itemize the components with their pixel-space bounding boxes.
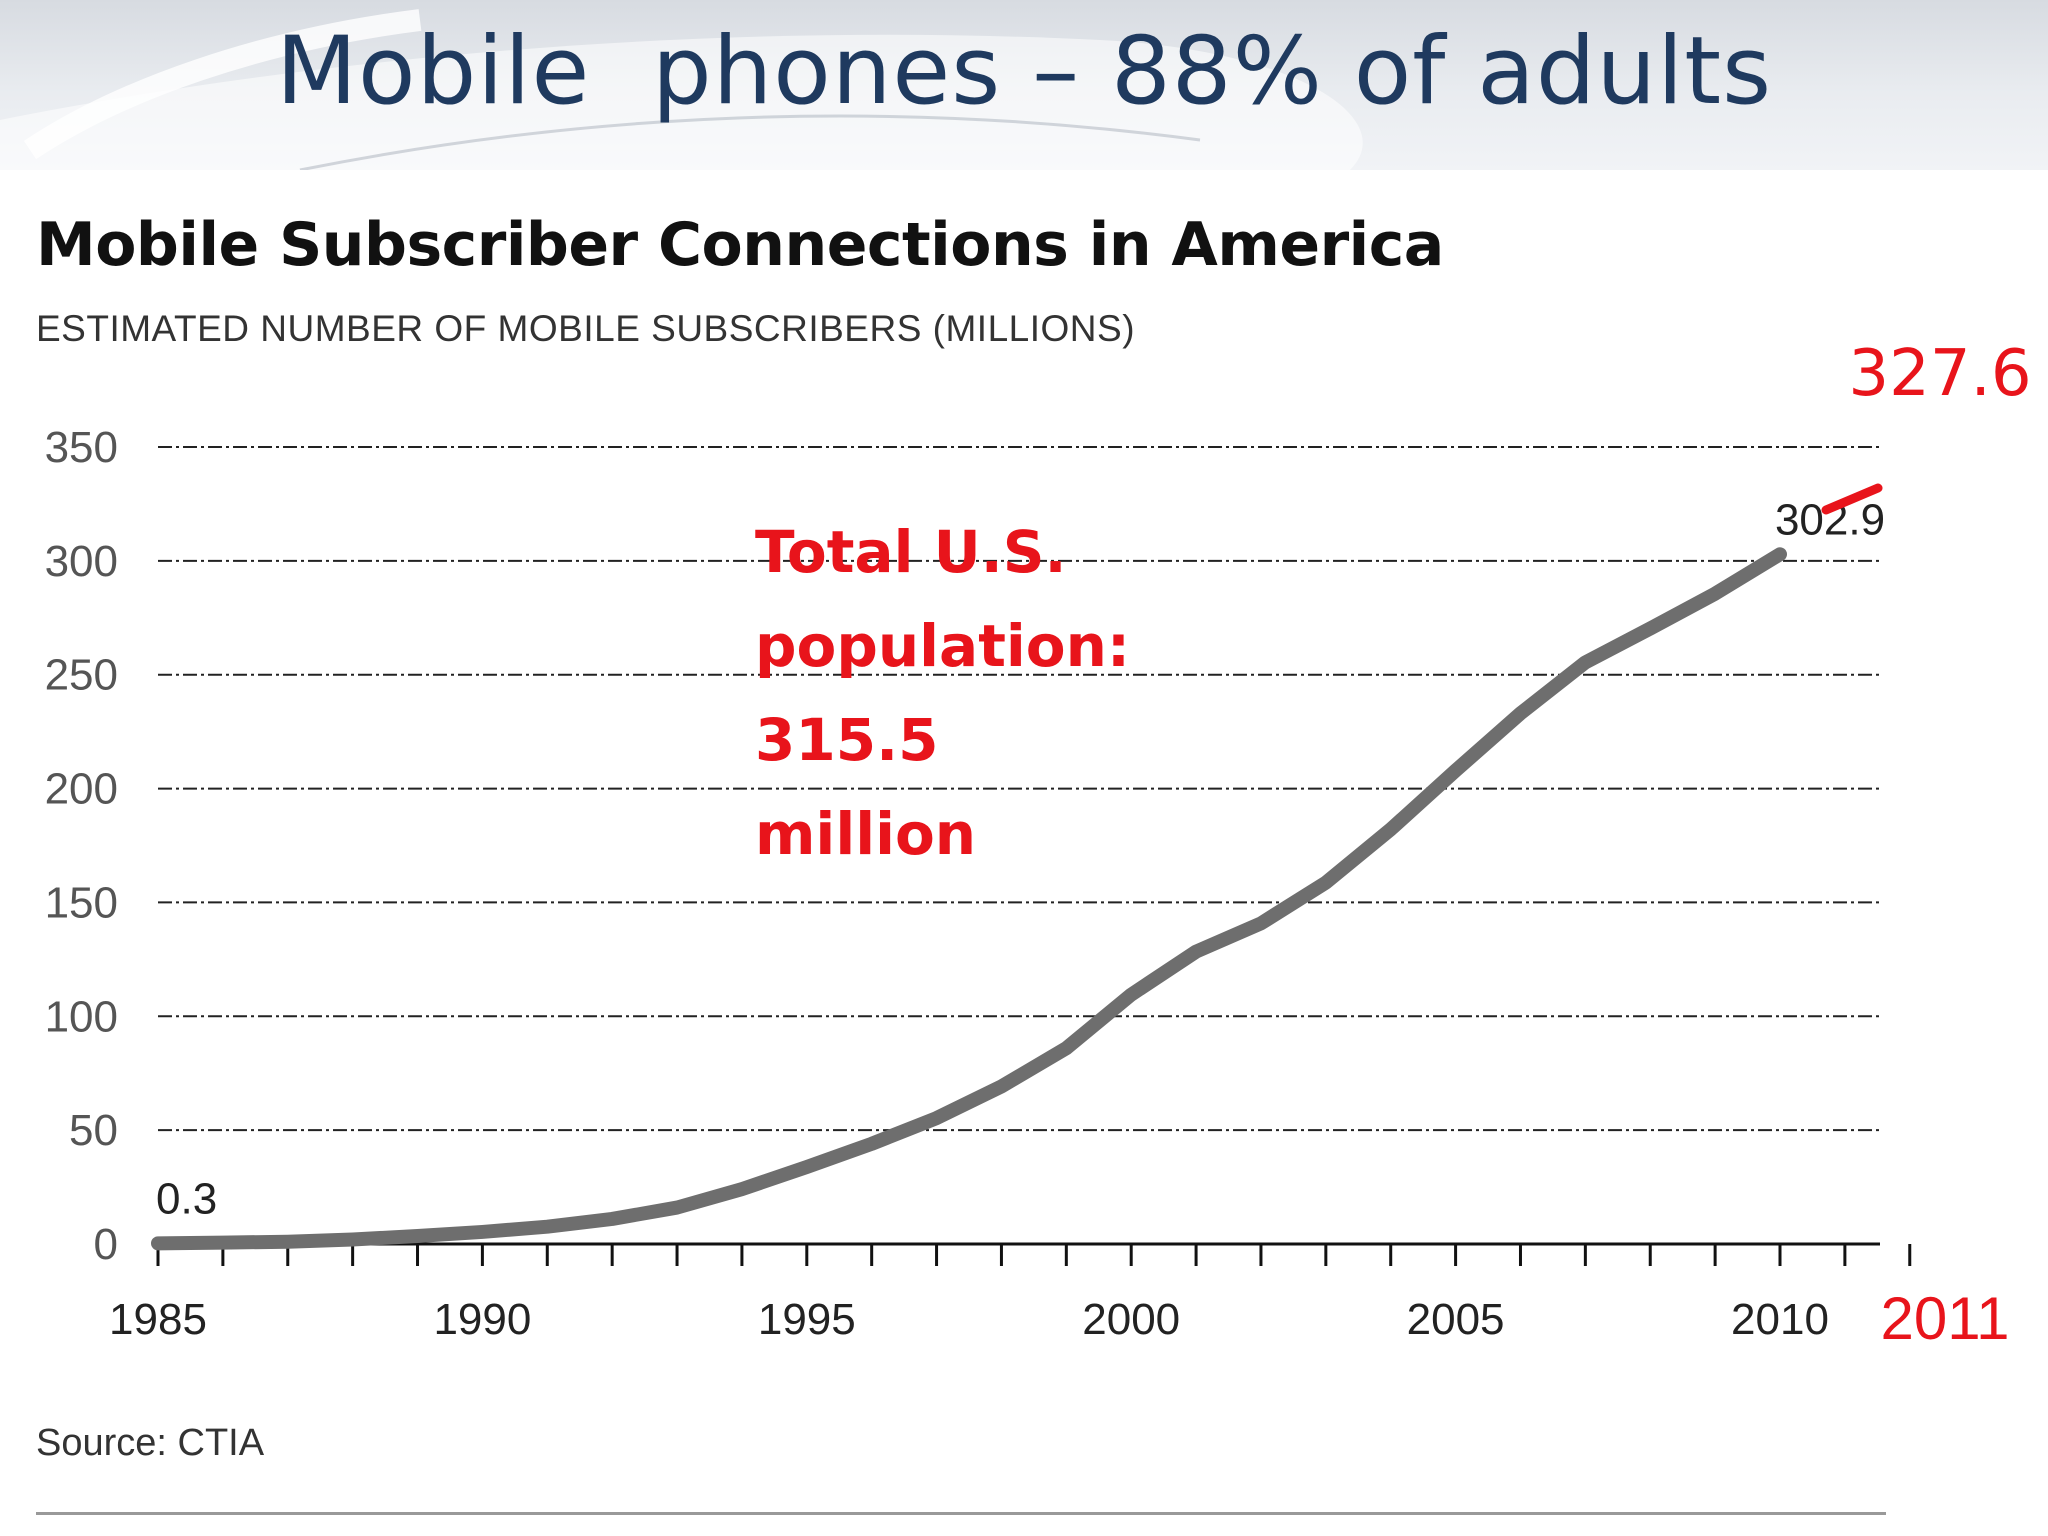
data-labels: 0.3 302.9 (156, 495, 1885, 1223)
population-note-line: Total U.S. (755, 518, 1067, 586)
header-decoration (0, 9, 1363, 170)
y-tick-label: 250 (45, 651, 118, 700)
annotations: 2011 327.6 (1821, 337, 2032, 1352)
series-lines (151, 547, 1787, 1251)
population-note-line: population: (755, 612, 1131, 680)
slide-title: Mobile phones – 88% of adults (275, 17, 1773, 126)
value-marker-2011 (1821, 483, 1883, 515)
y-tick-label: 0 (94, 1220, 118, 1269)
x-tick-label: 1990 (433, 1295, 531, 1344)
y-axis-ticks: 0 50 100 150 200 250 300 350 (45, 423, 118, 1269)
data-label: 0.3 (156, 1174, 217, 1223)
gridlines (158, 446, 1880, 1132)
chart-subtitle: ESTIMATED NUMBER OF MOBILE SUBSCRIBERS (… (36, 308, 1136, 349)
y-tick-label: 100 (45, 992, 118, 1041)
source-note: Source: CTIA (36, 1422, 265, 1464)
x-tick-label: 2005 (1407, 1295, 1505, 1344)
x-tick-label: 1995 (758, 1295, 856, 1344)
chart-title: Mobile Subscriber Connections in America (36, 210, 1444, 280)
slide-header-background (0, 0, 2048, 170)
y-tick-label: 50 (69, 1106, 118, 1155)
y-tick-label: 350 (45, 423, 118, 472)
x-axis: 1985 1990 1995 2000 2005 2010 (109, 1242, 1912, 1344)
x-tick-label: 1985 (109, 1295, 207, 1344)
y-tick-label: 150 (45, 878, 118, 927)
y-tick-label: 300 (45, 537, 118, 586)
population-note-line: 315.5 (755, 706, 939, 774)
series-line (151, 547, 1787, 1251)
x-tick-label: 2000 (1082, 1295, 1180, 1344)
data-label: 302.9 (1775, 495, 1885, 544)
population-note-line: million (755, 800, 977, 868)
x-tick-label-2011: 2011 (1880, 1285, 2009, 1352)
x-tick-label: 2010 (1731, 1295, 1829, 1344)
population-annotation: Total U.S. population: 315.5 million (755, 505, 1130, 881)
value-label-2011: 327.6 (1848, 337, 2031, 411)
footer-divider (36, 1512, 1886, 1515)
y-tick-label: 200 (45, 765, 118, 814)
